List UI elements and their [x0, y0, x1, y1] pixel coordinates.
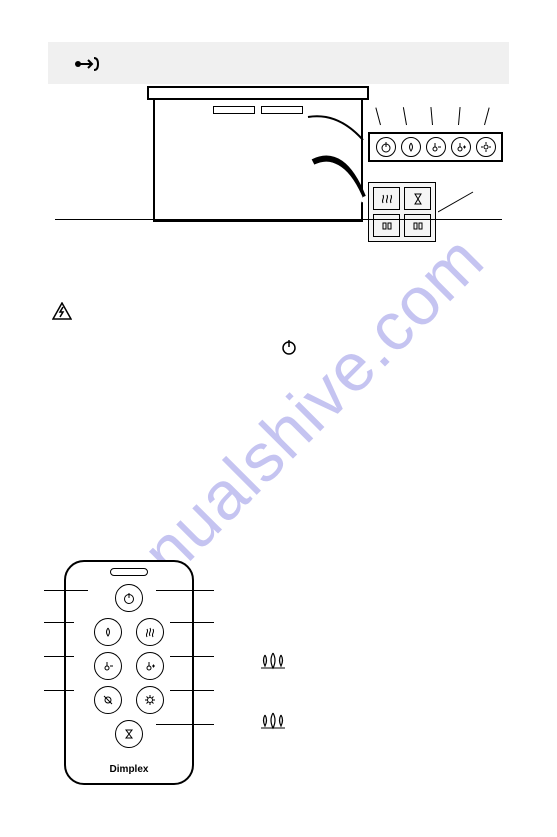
panel-callout-line	[438, 187, 478, 237]
settings-button[interactable]	[476, 137, 496, 157]
remote-timer-button[interactable]	[115, 720, 143, 748]
electric-warning-icon	[52, 302, 72, 325]
secondary-panel	[368, 182, 436, 242]
power-button[interactable]	[376, 137, 396, 157]
fireplace-vent-slots	[213, 106, 303, 114]
callout-line	[44, 690, 74, 691]
remote-ir-window	[110, 568, 148, 576]
callout-line	[170, 656, 214, 657]
footer-rule	[55, 219, 502, 220]
callout-line	[44, 590, 88, 591]
timer-button[interactable]	[404, 187, 431, 210]
remote-flame-button[interactable]	[94, 618, 122, 646]
flame-triple-icon	[260, 650, 286, 675]
temp-down-button[interactable]	[426, 137, 446, 157]
section-header-bar	[48, 42, 509, 84]
callout-line	[170, 690, 214, 691]
remote-control: Dimplex	[64, 560, 194, 785]
callout-line	[44, 656, 74, 657]
product-diagram	[48, 92, 509, 252]
hand-pointer-icon	[74, 54, 102, 79]
callout-line	[44, 622, 74, 623]
remote-dim-button[interactable]	[94, 686, 122, 714]
mode-a-button[interactable]	[373, 214, 400, 237]
flame-button[interactable]	[401, 137, 421, 157]
control-button-panel	[368, 132, 503, 162]
callout-line	[170, 622, 214, 623]
remote-temp-down-button[interactable]	[94, 652, 122, 680]
flame-triple-icon	[260, 710, 286, 735]
panel-callout-ticks	[368, 107, 503, 129]
fireplace-top-trim	[147, 86, 369, 100]
remote-brightness-button[interactable]	[136, 686, 164, 714]
remote-brand-label: Dimplex	[110, 764, 149, 775]
heat-waves-button[interactable]	[373, 187, 400, 210]
remote-heat-button[interactable]	[136, 618, 164, 646]
remote-temp-up-button[interactable]	[136, 652, 164, 680]
temp-up-button[interactable]	[451, 137, 471, 157]
remote-power-button[interactable]	[115, 584, 143, 612]
power-icon	[280, 338, 298, 361]
callout-line	[156, 724, 214, 725]
mode-b-button[interactable]	[404, 214, 431, 237]
callout-line	[156, 590, 214, 591]
